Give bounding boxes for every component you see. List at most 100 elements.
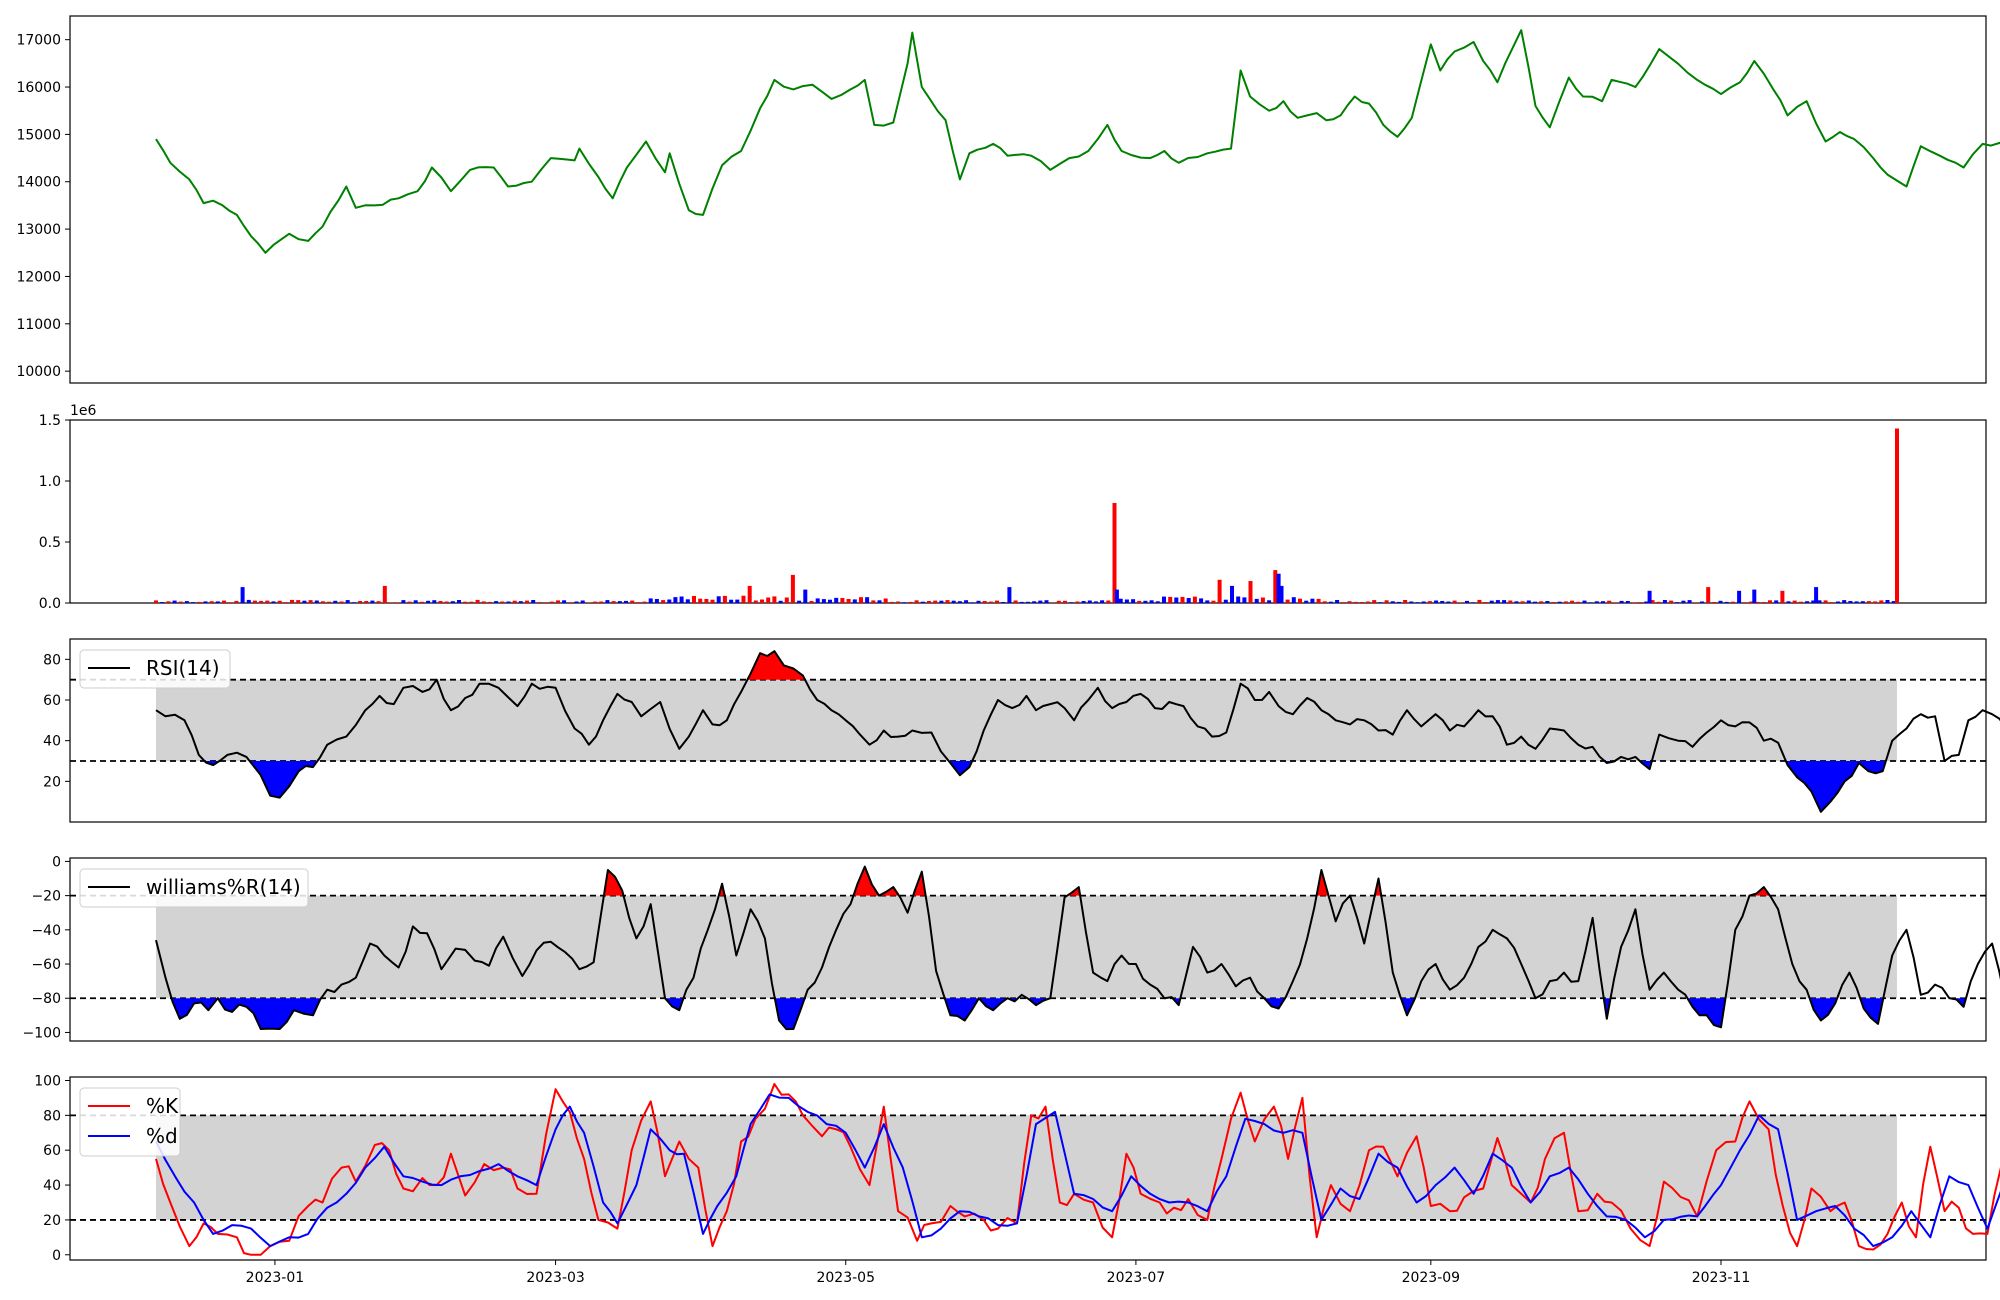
williams-line	[155, 865, 2000, 1031]
volume-bar	[599, 601, 604, 603]
volume-bar	[1768, 600, 1772, 603]
williams-ytick-label: −40	[31, 923, 61, 939]
rsi-legend-label: RSI(14)	[146, 656, 220, 680]
volume-bar	[1019, 601, 1024, 603]
stoch-panel	[69, 1076, 1987, 1261]
volume-bar	[271, 601, 276, 603]
williams-overbought-fill	[853, 866, 879, 896]
volume-bar	[191, 602, 196, 603]
volume-bar	[160, 602, 165, 603]
volume-bar	[1520, 601, 1525, 603]
x-tick-label: 2023-03	[526, 1270, 585, 1286]
volume-bar	[1409, 601, 1414, 603]
volume-bar	[1155, 601, 1160, 603]
volume-bar	[821, 599, 826, 603]
volume-bar	[716, 596, 721, 603]
volume-bar	[741, 595, 746, 603]
volume-bar	[184, 601, 189, 603]
williams-ytick-label: −60	[31, 957, 61, 973]
volume-bar	[1335, 600, 1340, 603]
stoch-band	[156, 1115, 1897, 1220]
rsi-ytick-label: 80	[43, 652, 61, 668]
volume-bar	[562, 600, 567, 603]
volume-bar	[1588, 602, 1593, 603]
volume-bar	[710, 599, 715, 603]
stoch-ytick-label: 60	[43, 1143, 61, 1159]
volume-bar	[500, 601, 505, 603]
volume-bar	[246, 599, 251, 603]
volume-bar	[1539, 601, 1544, 603]
volume-bar	[1631, 602, 1636, 603]
volume-bar	[1192, 596, 1197, 603]
volume-bar	[988, 601, 993, 603]
volume-bar	[1415, 602, 1420, 603]
volume-bar	[1563, 601, 1568, 603]
volume-bar	[556, 600, 560, 603]
stoch-legend-label: %d	[146, 1124, 178, 1148]
williams-overbought-fill	[1316, 870, 1329, 896]
volume-bar	[846, 599, 851, 603]
volume-bar	[883, 598, 888, 603]
volume-bar	[995, 600, 999, 603]
rsi-legend	[79, 649, 231, 689]
volume-bar	[1471, 602, 1476, 603]
volume-bar	[1712, 602, 1717, 603]
volume-bar	[766, 597, 771, 603]
price-ytick-label: 17000	[16, 33, 61, 49]
volume-bar	[302, 600, 307, 603]
volume-bar	[1458, 602, 1463, 603]
volume-bar	[1276, 573, 1281, 603]
volume-bar	[1891, 601, 1896, 603]
volume-bar	[265, 600, 270, 603]
volume-bar	[1260, 597, 1265, 603]
volume-bar	[531, 600, 536, 603]
volume-bar	[463, 601, 468, 603]
williams-overbought-fill	[603, 870, 624, 896]
price-panel	[69, 15, 1987, 384]
x-tick-label: 2023-09	[1402, 1270, 1461, 1286]
volume-bar	[475, 599, 480, 603]
volume-bar	[1483, 602, 1488, 603]
volume-bar	[1118, 598, 1123, 603]
volume-bar	[685, 599, 690, 603]
volume-bar	[1687, 600, 1692, 603]
volume-bar	[1131, 599, 1136, 603]
volume-bar	[1879, 600, 1884, 603]
rsi-band	[156, 679, 1897, 761]
volume-bar	[419, 601, 424, 603]
volume-bar	[1359, 602, 1364, 603]
volume-bar	[1842, 600, 1847, 603]
volume-bar	[1811, 600, 1816, 603]
volume-bar	[259, 600, 264, 603]
volume-bar	[426, 600, 431, 603]
volume-bar	[753, 600, 758, 603]
volume-bar	[1866, 601, 1871, 603]
volume-bar	[1860, 601, 1865, 603]
volume-bar	[586, 602, 591, 603]
volume-bar	[722, 595, 727, 603]
volume-bar	[339, 601, 344, 603]
williams-ytick-label: −100	[23, 1025, 61, 1041]
volume-bar	[636, 602, 641, 603]
volume-bar	[1403, 600, 1408, 603]
volume-bar	[927, 601, 931, 603]
volume-bar	[574, 601, 579, 603]
volume-bar	[1353, 601, 1358, 603]
williams-oversold-fill	[1860, 998, 1884, 1024]
volume-bar	[209, 601, 214, 603]
volume-bar	[1885, 600, 1890, 603]
volume-bar	[1114, 589, 1119, 603]
volume-bar	[790, 574, 795, 603]
volume-bar	[1298, 598, 1302, 603]
volume-bar	[1056, 600, 1061, 603]
volume-ytick-label: 0.5	[39, 535, 61, 551]
volume-bar	[630, 600, 635, 603]
volume-bar	[809, 601, 814, 603]
volume-bar	[1452, 600, 1457, 603]
volume-bar	[1372, 600, 1377, 603]
volume-bar	[889, 601, 894, 603]
volume-bar	[1755, 601, 1760, 603]
williams-oversold-fill	[944, 998, 979, 1021]
volume-bar	[648, 598, 653, 603]
volume-bar	[1007, 587, 1012, 603]
